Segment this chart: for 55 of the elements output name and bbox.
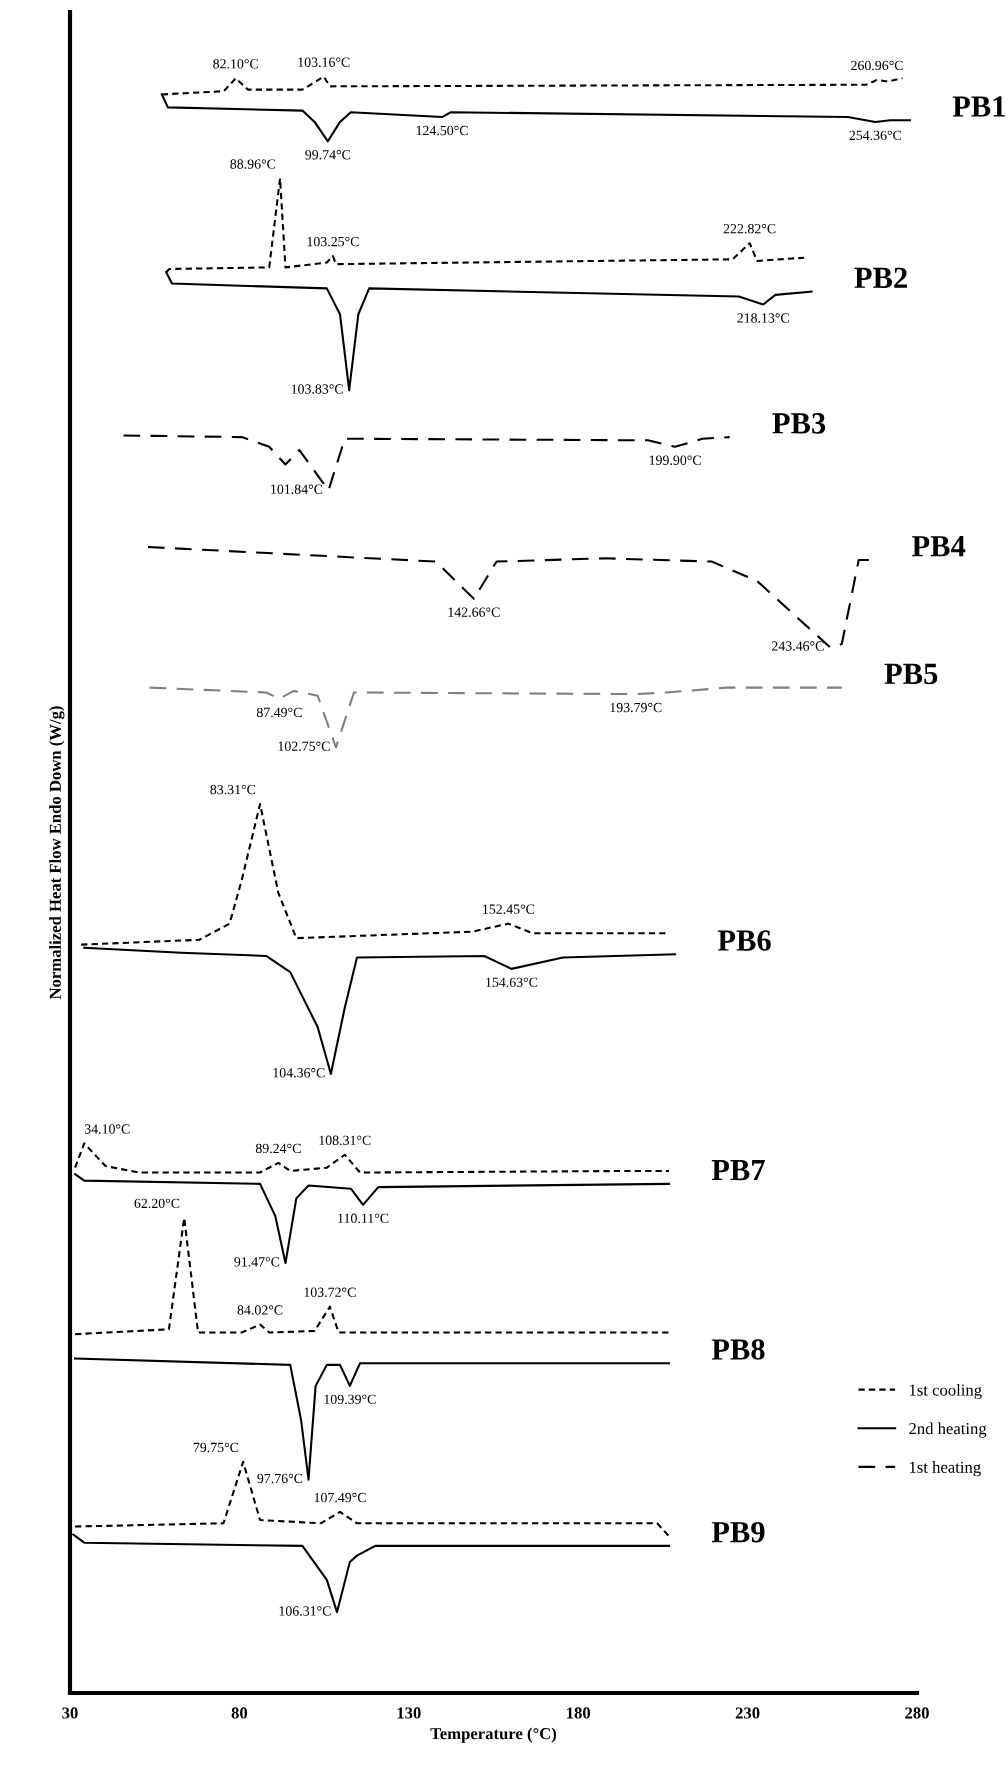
annotation: 99.74°C xyxy=(305,150,351,160)
annotation: 103.72°C xyxy=(304,1287,356,1297)
annotation: 110.11°C xyxy=(338,1213,389,1224)
annotation: 152.45°C xyxy=(483,904,535,914)
x-axis-title: Temperature (°C) xyxy=(430,1727,557,1743)
annotation: 101.84°C xyxy=(271,484,323,494)
annotation: 84.02°C xyxy=(237,1305,283,1315)
annotation: 243.46°C xyxy=(771,641,824,651)
y-axis-title: Normalized Heat Flow Endo Down (W/g) xyxy=(49,706,65,1000)
annotation: PB7 xyxy=(711,1160,765,1181)
legend-label: 1st heating xyxy=(909,1461,981,1477)
annotation: 82.10°C xyxy=(213,59,258,69)
annotation: 260.96°C xyxy=(851,60,903,71)
annotation: 34.10°C xyxy=(84,1124,130,1134)
legend-label: 2nd heating xyxy=(909,1422,987,1438)
annotation: 104.36°C xyxy=(273,1068,325,1078)
legend-label: 1st cooling xyxy=(909,1383,982,1400)
x-tick-label: 130 xyxy=(397,1707,421,1719)
annotation: 222.82°C xyxy=(723,224,776,234)
annotation: PB6 xyxy=(717,930,771,951)
annotation: 103.16°C xyxy=(298,57,350,67)
annotation: PB4 xyxy=(912,536,966,557)
annotation: 218.13°C xyxy=(737,313,789,323)
annotation: 109.39°C xyxy=(324,1394,376,1405)
annotation: 83.31°C xyxy=(210,784,256,795)
annotation: PB1 xyxy=(952,96,1005,117)
annotation: PB9 xyxy=(711,1521,765,1543)
annotation: 88.96°C xyxy=(230,159,276,169)
annotation: 199.90°C xyxy=(649,455,701,465)
annotation: 79.75°C xyxy=(193,1442,239,1453)
x-tick-label: 80 xyxy=(231,1707,248,1719)
annotation: 124.50°C xyxy=(416,125,468,136)
x-tick-label: 280 xyxy=(905,1707,929,1719)
x-tick-label: 30 xyxy=(62,1707,78,1719)
annotation: PB2 xyxy=(854,267,907,288)
annotation: 103.25°C xyxy=(307,236,359,247)
annotation: 154.63°C xyxy=(486,977,538,988)
x-tick-label: 230 xyxy=(735,1707,760,1719)
annotation: PB5 xyxy=(884,663,938,685)
annotation: PB8 xyxy=(711,1339,765,1360)
annotation: 106.31°C xyxy=(279,1606,331,1616)
annotation: 103.83°C xyxy=(291,384,343,394)
annotation: 89.24°C xyxy=(255,1143,301,1154)
annotation: 62.20°C xyxy=(134,1198,180,1209)
annotation: 87.49°C xyxy=(256,707,302,718)
annotation: 107.49°C xyxy=(314,1492,366,1503)
annotation: 102.75°C xyxy=(278,741,330,751)
x-tick-label: 180 xyxy=(567,1707,591,1719)
annotation: 91.47°C xyxy=(234,1257,280,1267)
annotation: 193.79°C xyxy=(610,702,662,713)
annotation: 142.66°C xyxy=(448,607,500,617)
annotation: 108.31°C xyxy=(319,1135,371,1146)
annotation: 254.36°C xyxy=(849,130,902,141)
annotation: 97.76°C xyxy=(257,1473,303,1484)
annotation: PB3 xyxy=(772,413,826,434)
